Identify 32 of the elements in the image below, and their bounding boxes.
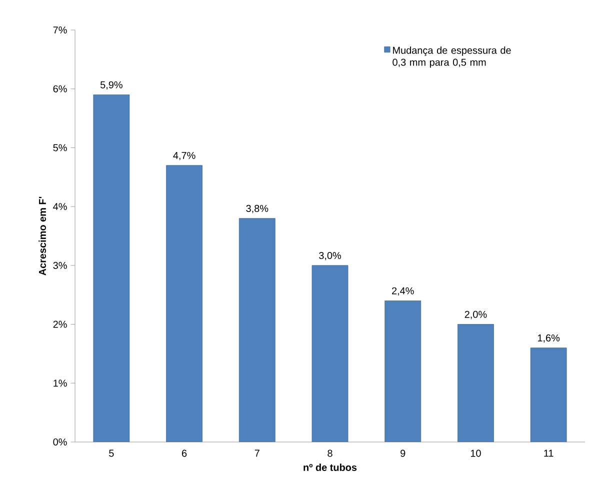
y-tick-label: 2%	[53, 320, 67, 328]
y-tick-label: 3%	[53, 262, 67, 269]
x-tick-label: 11	[544, 450, 554, 457]
bar	[384, 300, 422, 442]
data-label: 2,4%	[392, 287, 414, 296]
data-label: 1,6%	[538, 334, 560, 343]
bar	[238, 218, 276, 442]
bar	[93, 94, 130, 442]
x-tick-label: 8	[328, 450, 332, 457]
data-label: 3,0%	[319, 252, 342, 260]
bar	[530, 348, 567, 442]
x-tick-label: 9	[400, 450, 406, 457]
legend-label: Mudança de espessura de 0,3 mm para 0,5 mm	[392, 46, 511, 68]
data-label: 4,7%	[173, 152, 196, 160]
data-label: 3,8%	[246, 204, 268, 214]
y-tick-label: 5%	[53, 144, 67, 152]
bar	[166, 165, 202, 442]
x-tick-label: 10	[470, 450, 481, 457]
data-label: 5,9%	[100, 81, 122, 90]
x-axis-title: nº de tubos	[304, 464, 357, 471]
y-axis-title: Acrescimo em F'	[38, 196, 46, 276]
bar	[458, 324, 494, 442]
x-tick-label: 7	[254, 450, 260, 457]
data-label: 2,0%	[464, 310, 487, 320]
y-tick-label: 4%	[53, 203, 67, 210]
y-tick-label: 0%	[53, 438, 67, 446]
y-tick-label: 7%	[53, 26, 67, 34]
y-tick-label: 6%	[53, 85, 67, 92]
y-tick-label: 1%	[54, 380, 67, 387]
bar	[312, 265, 348, 442]
x-tick-label: 5	[109, 450, 114, 457]
x-tick-label: 6	[182, 450, 187, 457]
